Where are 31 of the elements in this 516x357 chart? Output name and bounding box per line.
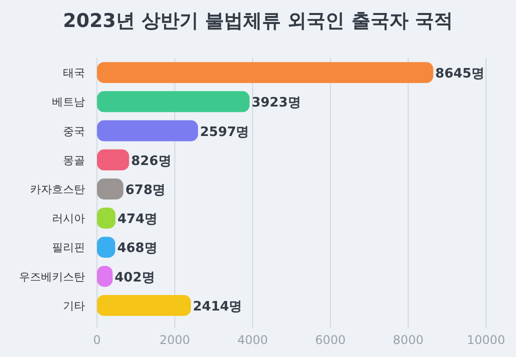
x-tick-label: 4000 xyxy=(237,333,268,347)
y-tick-label: 카자흐스탄 xyxy=(30,183,85,196)
x-tick-label: 0 xyxy=(93,333,101,347)
data-label: 678명 xyxy=(125,183,166,198)
x-tick-label: 10000 xyxy=(466,333,506,347)
y-tick-label: 우즈베키스탄 xyxy=(19,270,85,284)
data-label: 2597명 xyxy=(200,124,250,140)
bar xyxy=(97,91,250,112)
y-tick-label: 기타 xyxy=(63,299,85,312)
data-label: 402명 xyxy=(114,270,155,286)
data-label: 468명 xyxy=(117,241,158,256)
chart-title: 2023년 상반기 불법체류 외국인 출국자 국적 xyxy=(63,10,453,32)
bar xyxy=(97,120,198,142)
y-tick-label: 태국 xyxy=(63,66,85,80)
y-tick-label: 몽골 xyxy=(63,154,85,167)
data-label: 826명 xyxy=(131,154,172,169)
y-tick-label: 필리핀 xyxy=(52,241,85,254)
y-tick-label: 베트남 xyxy=(52,96,85,109)
bar xyxy=(97,294,191,316)
x-tick-label: 2000 xyxy=(160,333,190,347)
data-label: 2414명 xyxy=(192,299,242,314)
bar xyxy=(97,149,130,170)
bar xyxy=(97,178,124,200)
y-tick-label: 중국 xyxy=(63,124,85,138)
data-label: 474명 xyxy=(117,212,158,228)
data-label: 8645명 xyxy=(435,66,484,82)
bar xyxy=(97,62,434,84)
x-tick-label: 8000 xyxy=(392,333,424,347)
y-tick-label: 러시아 xyxy=(52,212,85,226)
data-label: 3923명 xyxy=(252,96,301,111)
x-tick-label: 6000 xyxy=(315,333,346,347)
